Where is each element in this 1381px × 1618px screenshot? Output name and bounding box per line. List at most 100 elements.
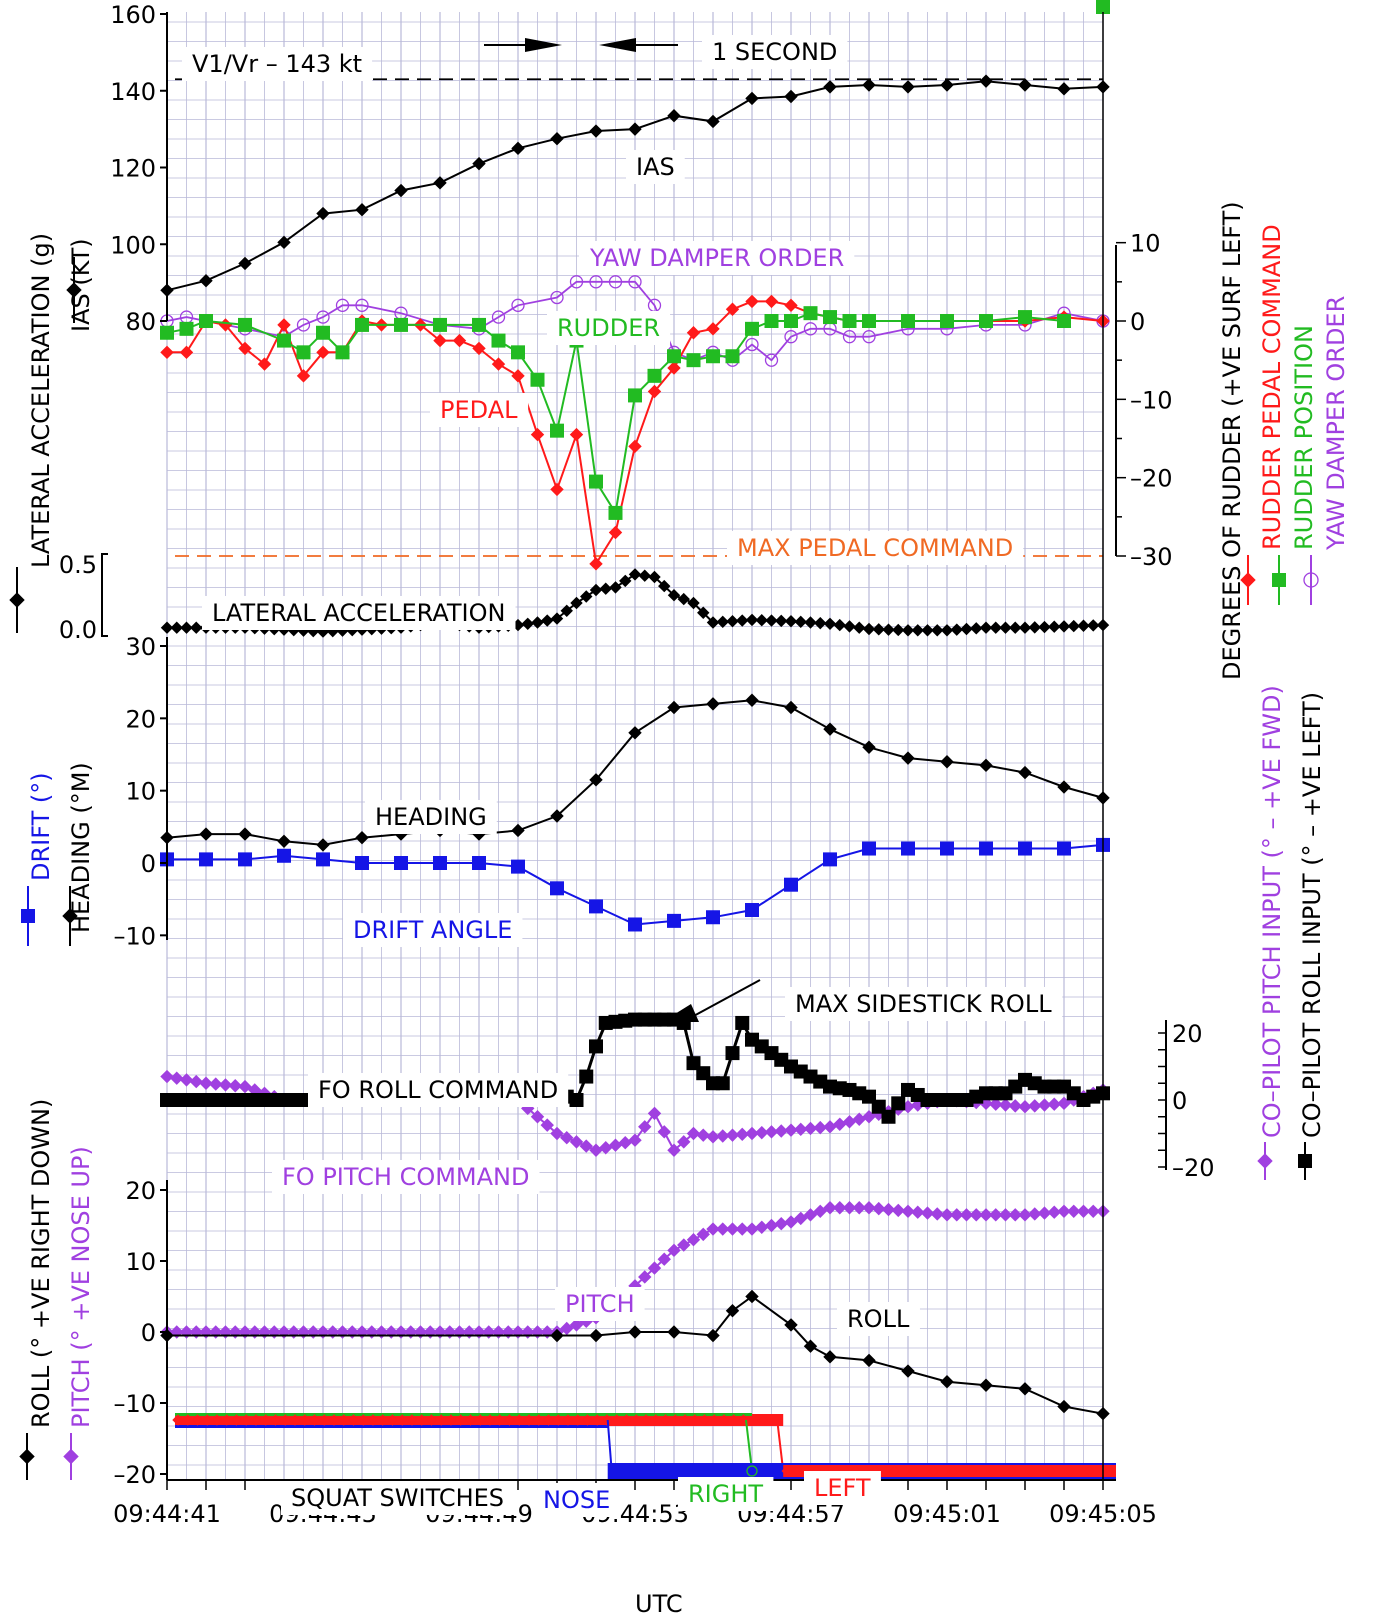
drift-angle-point — [589, 899, 603, 914]
rudder-position-point — [1057, 314, 1071, 328]
lateral-acceleration-point — [804, 616, 817, 629]
lateral-acceleration-point — [882, 623, 895, 636]
drift-angle-point — [394, 856, 408, 870]
pedal-point — [160, 345, 174, 360]
rudder-series-label: RUDDER — [557, 314, 660, 342]
fo-roll-point — [569, 1093, 584, 1107]
left-switch-ground-point — [269, 1414, 282, 1426]
drift-angle-point — [940, 841, 954, 856]
left-switch-air-point — [898, 1465, 910, 1477]
roll-point — [940, 1374, 954, 1389]
drift-angle-point — [355, 856, 369, 870]
rudder-position-point — [491, 333, 506, 348]
rudder-position-point — [608, 505, 623, 520]
left-switch-ground-point — [484, 1414, 496, 1426]
fo-pitch-point — [852, 1112, 866, 1126]
fo-pitch-point — [657, 1125, 671, 1139]
lateral-acceleration-point — [677, 592, 690, 606]
pedal-point — [686, 326, 701, 340]
fo-pitch-point — [998, 1098, 1013, 1112]
lateral-acceleration-point — [190, 621, 203, 634]
left-switch-air-point — [1064, 1465, 1076, 1477]
drift-angle-point — [901, 841, 915, 856]
roll-point — [1018, 1382, 1032, 1396]
yaw-damper-point — [355, 298, 369, 312]
yaw-damper-point — [296, 318, 311, 332]
fo-roll-point — [725, 1046, 740, 1061]
fo-pitch-point — [189, 1074, 203, 1089]
heading-point — [979, 758, 993, 773]
rudder-position-point — [901, 314, 915, 328]
yaw-damper-point — [316, 310, 330, 324]
left-switch-ground-point — [172, 1414, 184, 1426]
left-switch-air-point — [976, 1465, 988, 1477]
left-switch-ground-point — [698, 1414, 711, 1426]
heading-point — [745, 693, 759, 707]
fo-pitch-point — [833, 1117, 847, 1131]
drift-angle-point — [472, 856, 486, 870]
pitch-point — [774, 1217, 788, 1231]
rudder-position-point — [530, 372, 545, 387]
left-switch-air-point — [878, 1465, 891, 1477]
fo-pitch-point — [1037, 1098, 1052, 1112]
rudder-position-point — [842, 314, 857, 328]
max-sidestick-arrow-head — [662, 1004, 699, 1022]
pitch-point — [647, 1261, 662, 1275]
pitch-point — [725, 1222, 740, 1236]
rudder-position-point — [335, 345, 350, 360]
ias-tick-label: 120 — [110, 155, 156, 183]
left-switch-ground-point — [347, 1414, 360, 1426]
yaw-damper-series-label-background — [579, 241, 855, 275]
drift-angle-point — [706, 910, 720, 925]
fo-roll-point — [735, 1015, 750, 1030]
heading-point — [277, 834, 291, 849]
yaw-damper-point — [569, 275, 584, 289]
fo-pitch-point — [677, 1135, 691, 1149]
drift-angle-series-label-background — [343, 913, 523, 947]
ias-tick-label: 140 — [110, 78, 156, 106]
fo-pitch-point — [784, 1123, 798, 1137]
max-sidestick-annotation-background — [785, 987, 1063, 1021]
rudder-position-point — [784, 314, 798, 328]
copilot-pitch-legend-marker — [1257, 1153, 1273, 1169]
left-switch-ground-point — [689, 1414, 701, 1426]
left-switch-ground-point — [191, 1414, 204, 1426]
yaw-damper-point — [511, 298, 525, 312]
pedal-point — [511, 369, 525, 383]
rudder-tick-label: 0 — [1130, 308, 1145, 336]
fo-roll-series-label: FO ROLL COMMAND — [318, 1076, 558, 1104]
left-switch-air-point — [956, 1465, 969, 1477]
rudder-tick-label: –30 — [1130, 543, 1173, 571]
fo-pitch-point — [579, 1139, 593, 1153]
left-switch-ground-point — [201, 1414, 213, 1426]
pedal-point — [628, 439, 642, 454]
drift-angle-point — [667, 913, 681, 928]
lateral-acceleration-point — [1009, 621, 1022, 634]
fo-pitch-point — [716, 1129, 730, 1143]
yaw-damper-point — [608, 275, 623, 289]
copilot-roll-legend-marker — [1298, 1154, 1312, 1168]
lateral-acceleration-point — [560, 604, 573, 618]
heading-point — [940, 755, 954, 769]
rudder-position-point — [511, 345, 525, 360]
lateral-acceleration-legend-marker — [9, 592, 25, 608]
drift-angle-point — [784, 877, 798, 892]
pedal-point — [647, 384, 662, 399]
ias-point — [862, 78, 876, 92]
lateral-acceleration-axis-line — [101, 553, 108, 637]
left-switch-ground-point — [494, 1414, 506, 1426]
lateral-acceleration-point — [619, 574, 632, 588]
heading-point — [238, 827, 252, 841]
lateral-acceleration-point — [784, 614, 798, 628]
heading-point — [667, 700, 681, 715]
heading-tick-label: –10 — [113, 922, 156, 950]
pitch-point — [833, 1201, 847, 1215]
yaw-damper-line — [166, 280, 1104, 362]
left-switch-transition — [776, 1419, 785, 1472]
lateral-acceleration-point — [658, 579, 671, 593]
drift-angle-series-label: DRIFT ANGLE — [353, 916, 512, 944]
pedal-point — [238, 341, 252, 356]
fo-pitch-point — [1008, 1099, 1022, 1113]
lateral-acceleration-point — [1028, 621, 1041, 634]
roll-point — [979, 1378, 993, 1392]
